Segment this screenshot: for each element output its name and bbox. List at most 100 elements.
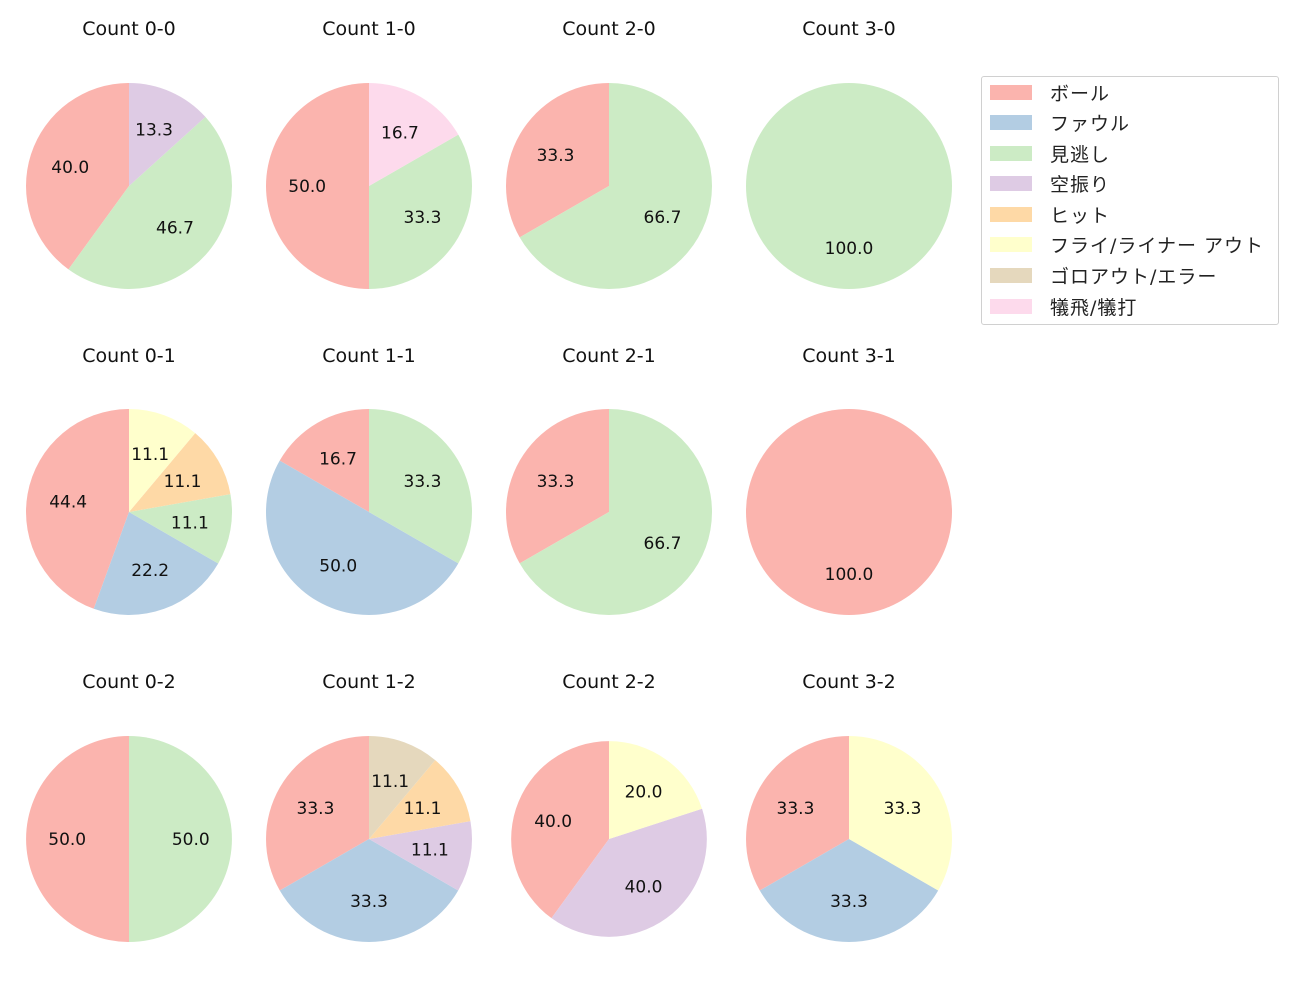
slice-label: 11.1 <box>171 514 209 534</box>
pie-title: Count 0-1 <box>82 345 176 367</box>
pie-slice <box>519 409 712 615</box>
legend-swatch <box>990 175 1032 191</box>
pie-title: Count 2-1 <box>562 345 656 367</box>
pie-slice <box>129 83 206 186</box>
legend-swatch <box>990 206 1032 222</box>
legend-item: フライ/ライナー アウト <box>990 233 1265 257</box>
slice-label: 33.3 <box>777 799 815 819</box>
legend-label: 見逃し <box>1050 143 1111 166</box>
pie-title: Count 1-2 <box>322 671 416 693</box>
pie-chart: Count 1-0 50.0 33.3 16.7 <box>266 18 472 289</box>
legend-swatch <box>990 298 1032 314</box>
legend-label: ボール <box>1050 82 1111 105</box>
slice-label: 13.3 <box>135 121 173 141</box>
pie-slice <box>609 741 703 839</box>
slice-label: 33.3 <box>297 799 335 819</box>
pie-slice <box>129 409 196 512</box>
legend-label: ゴロアウト/エラー <box>1050 265 1218 288</box>
pie-title: Count 0-0 <box>82 18 176 40</box>
pie-slice <box>129 494 232 564</box>
slice-label: 16.7 <box>319 450 357 470</box>
slice-label: 50.0 <box>288 177 326 197</box>
slice-label: 20.0 <box>625 783 663 803</box>
legend-label: 空振り <box>1050 173 1111 196</box>
pie-chart: Count 0-0 40.0 46.7 13.3 <box>26 18 232 289</box>
pie-slice <box>505 83 609 238</box>
legend-item: 見逃し <box>990 142 1111 166</box>
pie-title: Count 3-2 <box>802 671 896 693</box>
slice-label: 50.0 <box>48 830 86 850</box>
slice-label: 22.2 <box>131 561 169 581</box>
slice-label: 50.0 <box>172 830 210 850</box>
pie-slice <box>759 839 939 942</box>
pie-slice <box>129 433 231 512</box>
legend-swatch <box>990 114 1032 130</box>
pie-slice <box>369 134 472 289</box>
legend-label: 犠飛/犠打 <box>1050 296 1138 319</box>
slice-label: 11.1 <box>131 445 169 465</box>
pie-slice <box>849 736 952 891</box>
pie-slice <box>551 808 707 937</box>
pie-chart: Count 1-1 16.7 50.0 33.3 <box>266 345 473 615</box>
slice-label: 50.0 <box>319 557 357 577</box>
slice-label: 40.0 <box>51 158 89 178</box>
pie-title: Count 0-2 <box>82 671 176 693</box>
legend-swatch <box>990 267 1032 283</box>
slice-label: 33.3 <box>537 472 575 492</box>
slice-label: 100.0 <box>825 239 874 259</box>
pie-slice <box>369 83 459 186</box>
slice-label: 33.3 <box>404 472 442 492</box>
pie-slice <box>129 736 232 942</box>
legend-swatch <box>990 236 1032 252</box>
pie-slice <box>369 736 436 839</box>
slice-label: 40.0 <box>534 812 572 832</box>
pie-chart: Count 0-1 44.4 22.2 11.1 11.1 11.1 <box>26 345 232 615</box>
slice-label: 44.4 <box>49 492 87 512</box>
pie-chart: Count 3-1 100.0 <box>746 345 952 615</box>
pie-slice <box>26 409 129 609</box>
slice-label: 33.3 <box>350 892 388 912</box>
pie-slice <box>746 409 952 615</box>
pie-slice <box>26 736 129 942</box>
legend-item: ヒット <box>990 203 1111 227</box>
legend: ボール ファウル 見逃し 空振り ヒット フライ/ライナー アウト ゴロアウト/… <box>981 76 1279 325</box>
pie-chart: Count 2-1 33.3 66.7 <box>505 345 712 615</box>
slice-label: 33.3 <box>537 146 575 166</box>
slice-label: 66.7 <box>644 534 682 554</box>
slice-label: 33.3 <box>404 208 442 228</box>
pie-title: Count 1-0 <box>322 18 416 40</box>
slice-label: 66.7 <box>644 208 682 228</box>
legend-item: ボール <box>990 81 1111 105</box>
pie-slice <box>369 409 473 564</box>
legend-swatch <box>990 84 1032 100</box>
pie-slice <box>266 736 369 891</box>
legend-item: ゴロアウト/エラー <box>990 264 1218 288</box>
slice-label: 40.0 <box>625 877 663 897</box>
pie-chart: Count 1-2 33.3 33.3 11.1 11.1 11.1 <box>266 671 473 942</box>
slice-label: 46.7 <box>156 218 194 238</box>
slice-label: 33.3 <box>884 799 922 819</box>
slice-label: 100.0 <box>825 565 874 585</box>
slice-label: 11.1 <box>404 799 442 819</box>
pie-slice <box>266 83 369 289</box>
pie-slice <box>745 736 849 891</box>
legend-swatch <box>990 145 1032 161</box>
legend-label: フライ/ライナー アウト <box>1050 234 1265 257</box>
pie-title: Count 1-1 <box>322 345 416 367</box>
pie-slice <box>519 83 712 289</box>
pie-slice <box>746 83 952 289</box>
pie-chart: Count 3-0 100.0 <box>746 18 952 289</box>
pie-slice <box>511 741 609 919</box>
pie-title: Count 2-2 <box>562 671 656 693</box>
pie-title: Count 3-1 <box>802 345 896 367</box>
pie-chart: Count 2-0 33.3 66.7 <box>505 18 712 289</box>
pie-chart: Count 3-2 33.3 33.3 33.3 <box>745 671 952 942</box>
pie-title: Count 3-0 <box>802 18 896 40</box>
pie-slice <box>369 821 473 891</box>
pie-chart: Count 0-2 50.0 50.0 <box>26 671 232 942</box>
slice-label: 11.1 <box>371 772 409 792</box>
pie-slice <box>68 116 232 289</box>
slice-label: 11.1 <box>411 841 449 861</box>
legend-label: ヒット <box>1050 204 1111 227</box>
pie-slice <box>279 409 369 512</box>
